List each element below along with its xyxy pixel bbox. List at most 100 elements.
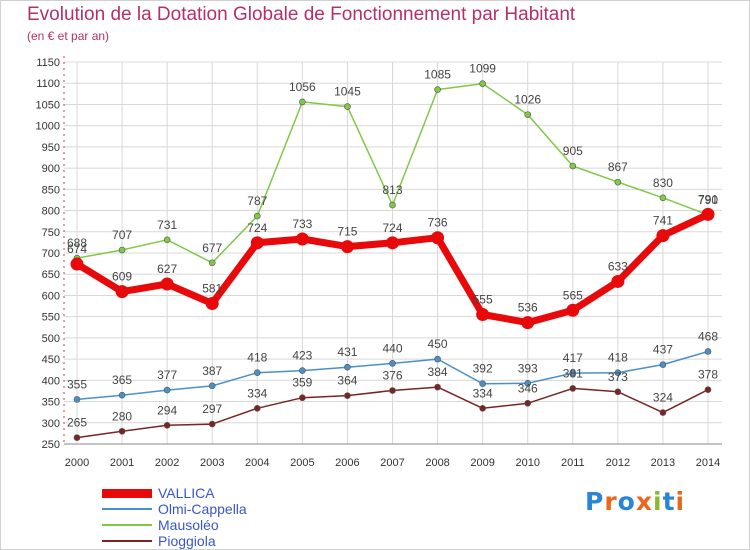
data-label-vallica: 633 — [608, 259, 628, 273]
data-point-vallica — [521, 316, 535, 330]
data-label-pioggiola: 280 — [112, 409, 132, 423]
data-label-pioggiola: 373 — [608, 370, 628, 384]
data-label-olmi-cappella: 431 — [337, 345, 357, 359]
data-label-mausoléo: 813 — [382, 183, 402, 197]
data-point-olmi-cappella — [659, 361, 667, 368]
x-tick-label: 2006 — [335, 457, 359, 469]
data-point-mausoléo — [299, 98, 306, 106]
data-label-mausoléo: 1056 — [289, 80, 316, 94]
y-tick-label: 250 — [42, 439, 60, 451]
legend-label: Olmi-Cappella — [158, 501, 247, 517]
y-tick-label: 1150 — [36, 57, 60, 69]
data-point-vallica — [476, 308, 490, 322]
data-point-mausoléo — [163, 236, 171, 244]
data-label-mausoléo: 787 — [247, 194, 267, 208]
data-point-mausoléo — [344, 103, 351, 110]
legend-label: Pioggiola — [158, 533, 216, 549]
chart-subtitle: (en € et par an) — [27, 29, 110, 43]
data-point-pioggiola — [434, 383, 441, 391]
data-point-olmi-cappella — [704, 348, 712, 355]
legend: VALLICA Olmi-Cappella Mausoléo Pioggiola — [102, 485, 247, 549]
y-tick-label: 1050 — [36, 99, 60, 111]
legend-item: Olmi-Cappella — [102, 501, 247, 517]
x-tick-label: 2005 — [290, 457, 314, 469]
proxiti-logo: Proxiti — [585, 487, 685, 516]
logo-letter: x — [635, 487, 653, 516]
data-label-pioggiola: 294 — [157, 403, 177, 417]
data-label-pioggiola: 334 — [473, 386, 493, 400]
data-label-olmi-cappella: 418 — [608, 351, 628, 365]
data-label-pioggiola: 346 — [518, 381, 538, 395]
data-label-mausoléo: 1099 — [469, 62, 496, 76]
y-tick-label: 700 — [42, 248, 60, 260]
data-label-olmi-cappella: 365 — [112, 373, 132, 387]
data-point-vallica — [656, 229, 670, 243]
data-label-mausoléo: 677 — [202, 241, 222, 255]
data-label-vallica: 536 — [518, 301, 538, 315]
data-point-mausoléo — [253, 212, 261, 220]
y-tick-label: 1100 — [36, 78, 60, 90]
data-point-pioggiola — [389, 387, 396, 394]
data-label-olmi-cappella: 423 — [292, 349, 312, 363]
data-label-mausoléo: 1045 — [334, 85, 361, 99]
data-point-vallica — [205, 297, 219, 311]
data-label-vallica: 715 — [337, 225, 357, 239]
data-point-olmi-cappella — [614, 369, 622, 376]
data-label-olmi-cappella: 393 — [518, 361, 538, 375]
data-label-olmi-cappella: 468 — [698, 329, 718, 343]
data-point-mausoléo — [389, 201, 396, 209]
legend-item: VALLICA — [102, 485, 247, 501]
data-point-vallica — [295, 232, 309, 246]
chart-title: Evolution de la Dotation Globale de Fonc… — [27, 4, 576, 25]
logo-letter: i — [675, 487, 686, 516]
logo-letter: o — [617, 487, 636, 516]
data-label-mausoléo: 1085 — [424, 68, 451, 82]
data-point-olmi-cappella — [569, 369, 577, 377]
x-tick-label: 2013 — [651, 457, 675, 469]
y-tick-label: 1000 — [36, 121, 60, 133]
data-point-vallica — [340, 240, 354, 254]
data-label-vallica: 736 — [428, 216, 448, 230]
data-label-pioggiola: 265 — [67, 416, 87, 430]
data-point-mausoléo — [208, 259, 216, 267]
data-point-olmi-cappella — [163, 386, 171, 394]
legend-label: VALLICA — [158, 485, 215, 501]
data-point-pioggiola — [479, 405, 486, 412]
data-point-pioggiola — [118, 427, 126, 435]
y-tick-label: 550 — [42, 312, 60, 324]
data-point-vallica — [160, 277, 174, 291]
data-point-mausoléo — [569, 162, 577, 170]
data-point-vallica — [611, 274, 625, 288]
data-point-pioggiola — [299, 394, 306, 402]
legend-swatch — [102, 488, 152, 498]
data-label-vallica: 627 — [157, 262, 177, 276]
data-label-vallica: 674 — [67, 242, 87, 256]
data-point-mausoléo — [118, 246, 126, 254]
data-point-pioggiola — [163, 422, 171, 429]
x-tick-label: 2002 — [155, 457, 179, 469]
y-tick-label: 600 — [42, 290, 60, 302]
data-label-vallica: 581 — [202, 282, 222, 296]
data-point-pioggiola — [73, 434, 81, 441]
data-point-olmi-cappella — [479, 380, 486, 388]
data-label-pioggiola: 364 — [337, 374, 357, 388]
data-point-vallica — [250, 236, 264, 250]
data-point-mausoléo — [479, 80, 486, 87]
x-tick-label: 2008 — [425, 457, 449, 469]
data-point-pioggiola — [614, 388, 622, 396]
data-label-olmi-cappella: 377 — [157, 368, 177, 382]
x-tick-label: 2000 — [65, 457, 89, 469]
data-label-vallica: 733 — [292, 217, 312, 231]
data-point-mausoléo — [524, 111, 532, 118]
y-tick-label: 900 — [42, 163, 60, 175]
data-label-pioggiola: 378 — [698, 368, 718, 382]
logo-letter: t — [662, 487, 676, 516]
y-tick-label: 650 — [42, 269, 60, 281]
x-tick-label: 2012 — [606, 457, 630, 469]
legend-label: Mausoléo — [158, 517, 219, 533]
legend-swatch — [102, 508, 152, 510]
data-label-pioggiola: 359 — [292, 376, 312, 390]
data-point-vallica — [386, 236, 399, 250]
y-tick-label: 750 — [42, 227, 60, 239]
